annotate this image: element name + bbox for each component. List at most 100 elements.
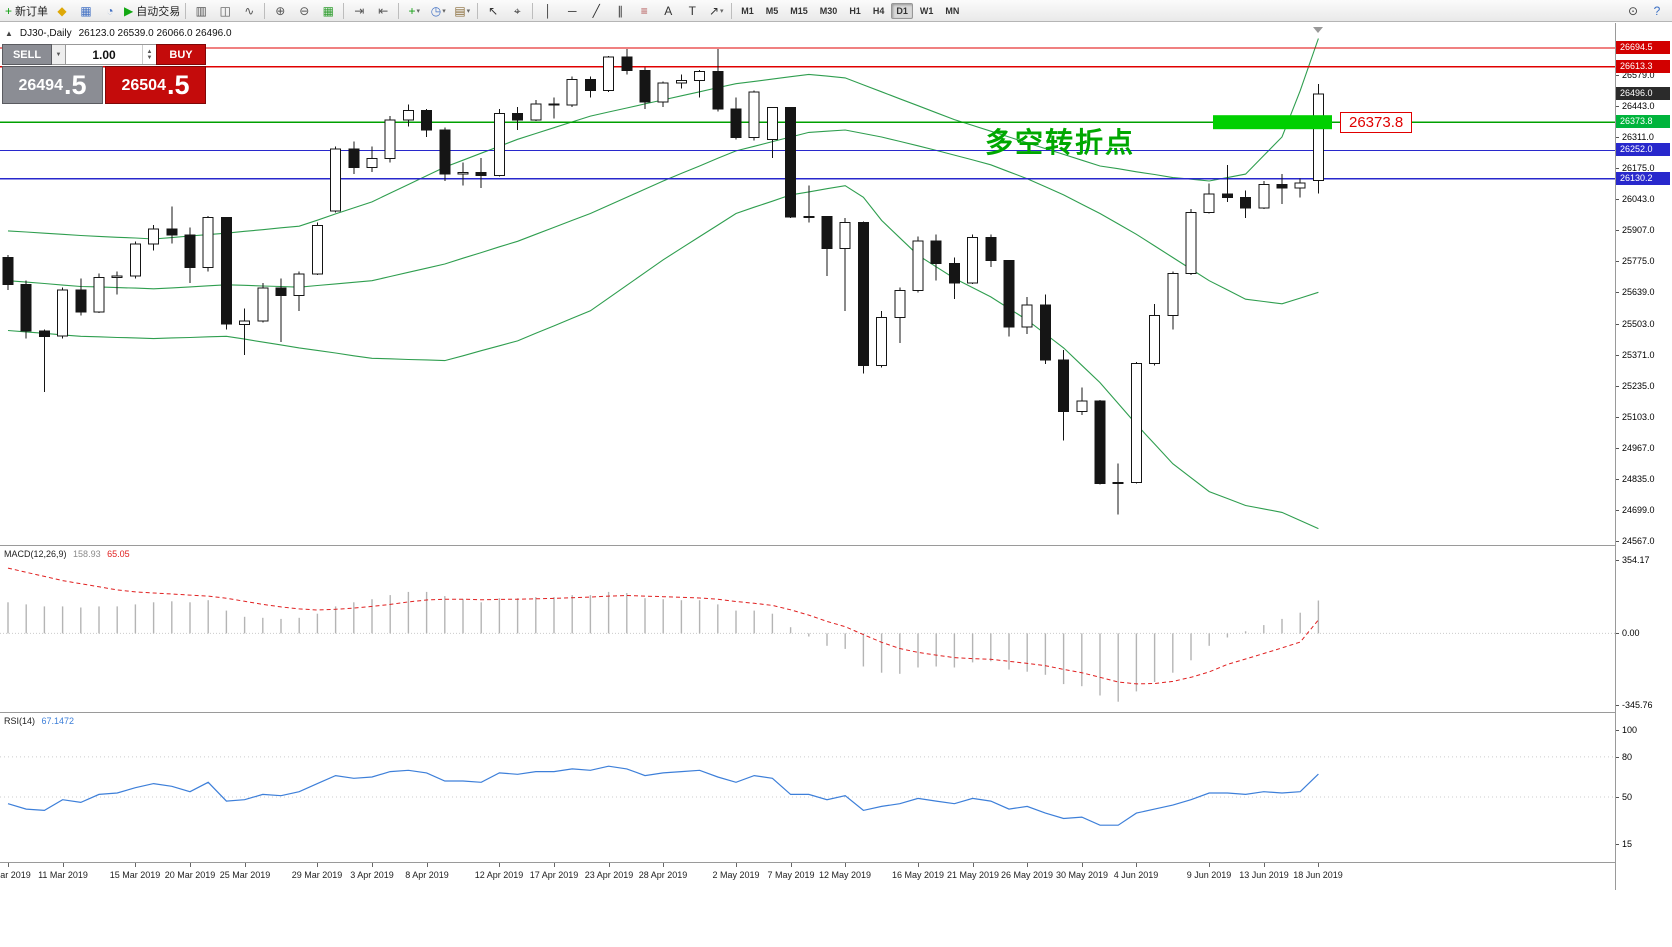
macd-name: MACD(12,26,9) [4,549,67,559]
timeframe-m1[interactable]: M1 [741,5,754,16]
candlestick-chart-button[interactable]: ◫ [213,2,237,20]
toolbar-separator [343,2,345,19]
channel-button[interactable]: ∥ [608,2,632,20]
auto-trading-button[interactable]: ▶ 自动交易 [122,2,182,20]
chart-header: ▲ DJ30-,Daily 26123.0 26539.0 26066.0 26… [5,28,232,39]
timeframe-m5[interactable]: M5 [765,5,779,16]
indicators-button[interactable]: + ▾ [402,2,426,20]
line-chart-button[interactable]: ∿ [237,2,261,20]
toolbar-separator [532,2,534,19]
toolbar-separator [264,2,266,19]
timeframe-mn[interactable]: MN [945,5,960,16]
text-label-icon: T [688,3,696,18]
timeframe-m15[interactable]: M15 [790,5,808,16]
rsi-panel[interactable] [0,714,1615,862]
date-tick-mark [609,863,610,867]
buy-price-int: 26504 [121,77,166,94]
auto-scroll-button[interactable]: ⇥ [347,2,371,20]
cursor-button[interactable]: ↖ [481,2,505,20]
market-watch-icon: ◆ [57,3,67,18]
search-button[interactable]: ⊙ [1621,2,1645,20]
main-chart[interactable] [0,26,1615,543]
price-tick-label: 26043.0 [1622,194,1655,204]
timeframe-h1[interactable]: H1 [849,5,861,16]
zoom-in-button[interactable]: ⊕ [268,2,292,20]
sell-price-frac: .5 [63,70,87,100]
rsi-panel-resize-handle[interactable] [0,712,1615,713]
date-tick-mark [791,863,792,867]
chart-shift-button[interactable]: ⇤ [371,2,395,20]
buy-price-button[interactable]: 26504 .5 [105,66,206,104]
date-tick-mark [1082,863,1083,867]
price-badge: 26694.5 [1616,41,1670,54]
zoom-out-button[interactable]: ⊖ [292,2,316,20]
sell-price-button[interactable]: 26494 .5 [2,66,103,104]
market-watch-button[interactable]: ◆ [50,2,74,20]
date-tick-mark [918,863,919,867]
crosshair-button[interactable]: ⌖ [505,2,529,20]
date-label: 12 May 2019 [818,870,872,880]
scale-tick-mark [1616,448,1619,449]
price-tick-label: 24567.0 [1622,536,1655,546]
periods-button[interactable]: ◷ ▾ [426,2,450,20]
sell-button[interactable]: SELL [2,44,52,65]
data-window-button[interactable]: ▦ [74,2,98,20]
zoom-out-icon: ⊖ [299,3,310,18]
fibonacci-button[interactable]: ≡ [632,2,656,20]
one-click-trading-panel: SELL ▼ ▲▼ BUY 26494 .5 26504 .5 [2,44,206,104]
price-tick-label: 25103.0 [1622,412,1655,422]
trendline-button[interactable]: ╱ [584,2,608,20]
macd-value: 158.93 [73,549,101,559]
price-level-tag[interactable]: 26373.8 [1340,112,1413,133]
price-scale[interactable]: 26579.0 26443.0 26311.0 26175.0 26043.0 25907… [1616,26,1672,890]
timeframe-m30[interactable]: M30 [819,5,838,16]
text-button[interactable]: A [656,2,680,20]
templates-button[interactable]: ▤ ▾ [450,2,474,20]
buy-button[interactable]: BUY [156,44,206,65]
help-icon: ? [1653,3,1661,18]
price-tick-label: 25235.0 [1622,381,1655,391]
new-order-button[interactable]: + 新订单 [3,2,50,20]
new-order-icon: + [5,3,13,18]
rsi-scale-label: 15 [1622,839,1633,849]
date-tick-mark [63,863,64,867]
volume-dropdown-icon[interactable]: ▼ [52,44,66,65]
date-label: 12 Apr 2019 [474,870,524,880]
date-tick-mark [554,863,555,867]
tile-windows-button[interactable]: ▦ [316,2,340,20]
date-tick-mark [190,863,191,867]
date-label: 3 Apr 2019 [350,870,394,880]
text-label-button[interactable]: T [680,2,704,20]
bar-chart-button[interactable]: ▥ [189,2,213,20]
price-badge: 26496.0 [1616,87,1670,100]
date-tick-mark [245,863,246,867]
pivot-annotation[interactable]: 多空转折点 [985,127,1136,158]
arrows-button[interactable]: ↗ ▾ [704,2,728,20]
date-label: 13 Jun 2019 [1239,870,1289,880]
volume-stepper[interactable]: ▲ ▼ [142,45,156,64]
chevron-down-icon: ▾ [466,7,471,15]
navigator-button[interactable]: ◔ [98,2,122,20]
date-label: 2 May 2019 [712,870,760,880]
timeframe-h4[interactable]: H4 [872,5,885,16]
date-tick-mark [663,863,664,867]
scale-tick-mark [1616,75,1619,76]
horizontal-line-button[interactable]: ─ [560,2,584,20]
toolbar-separator [185,2,187,19]
macd-panel[interactable] [0,547,1615,710]
channel-icon: ∥ [617,3,624,18]
scale-tick-mark [1616,230,1619,231]
timeframe-w1[interactable]: W1 [919,5,934,16]
scale-tick-mark [1616,730,1619,731]
scale-tick-mark [1616,844,1619,845]
macd-panel-resize-handle[interactable] [0,545,1615,546]
volume-input[interactable] [66,46,142,63]
timeframe-d1[interactable]: D1 [891,2,913,19]
price-tick-label: 26311.0 [1622,132,1654,142]
date-tick-mark [135,863,136,867]
scale-tick-mark [1616,106,1619,107]
vertical-line-button[interactable]: │ [536,2,560,20]
help-button[interactable]: ? [1645,2,1669,20]
